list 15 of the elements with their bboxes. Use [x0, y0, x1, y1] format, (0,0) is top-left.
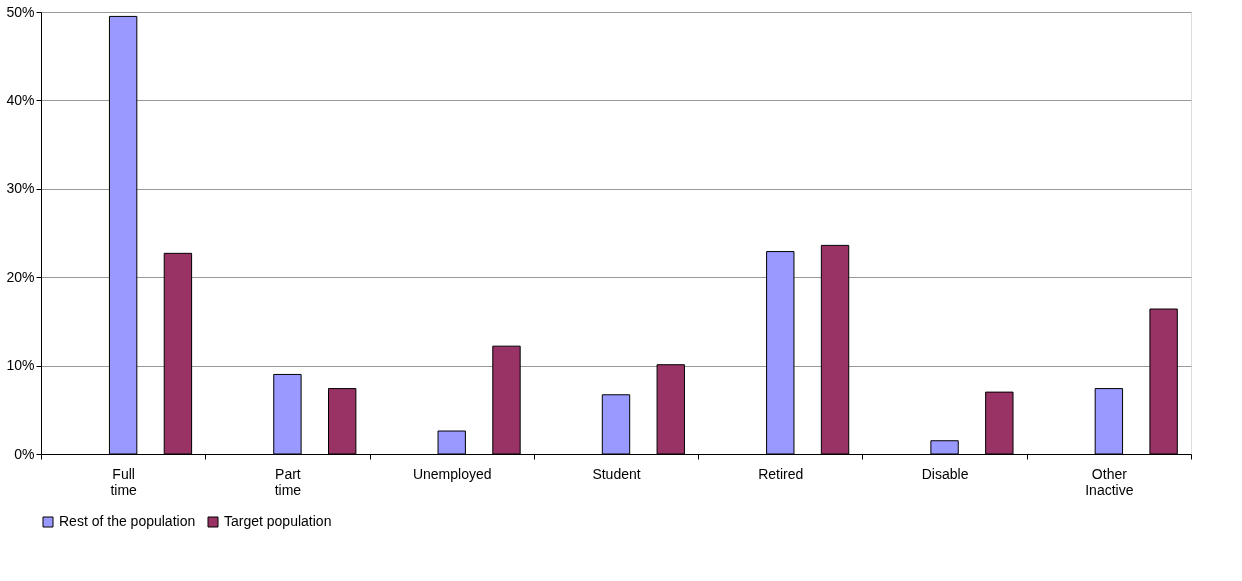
x-tick-label: Full time	[110, 465, 138, 498]
y-tick-label: 40%	[6, 91, 35, 108]
legend-label: Target population	[224, 513, 332, 529]
legend-label: Rest of the population	[59, 513, 196, 529]
y-tick-label: 20%	[6, 268, 35, 285]
y-tick-label: 50%	[6, 3, 35, 20]
x-tick-label: Part time	[274, 465, 302, 498]
x-tick-label: Unemployed	[412, 465, 492, 482]
y-tick-label: 30%	[6, 180, 35, 197]
x-tick-label: Retired	[758, 465, 804, 482]
x-tick-label: Disable	[921, 465, 969, 482]
x-tick-label: Student	[592, 465, 641, 482]
y-tick-label: 10%	[6, 357, 35, 374]
x-tick-label: Other Inactive	[1085, 465, 1134, 498]
y-tick-label: 0%	[14, 445, 35, 462]
